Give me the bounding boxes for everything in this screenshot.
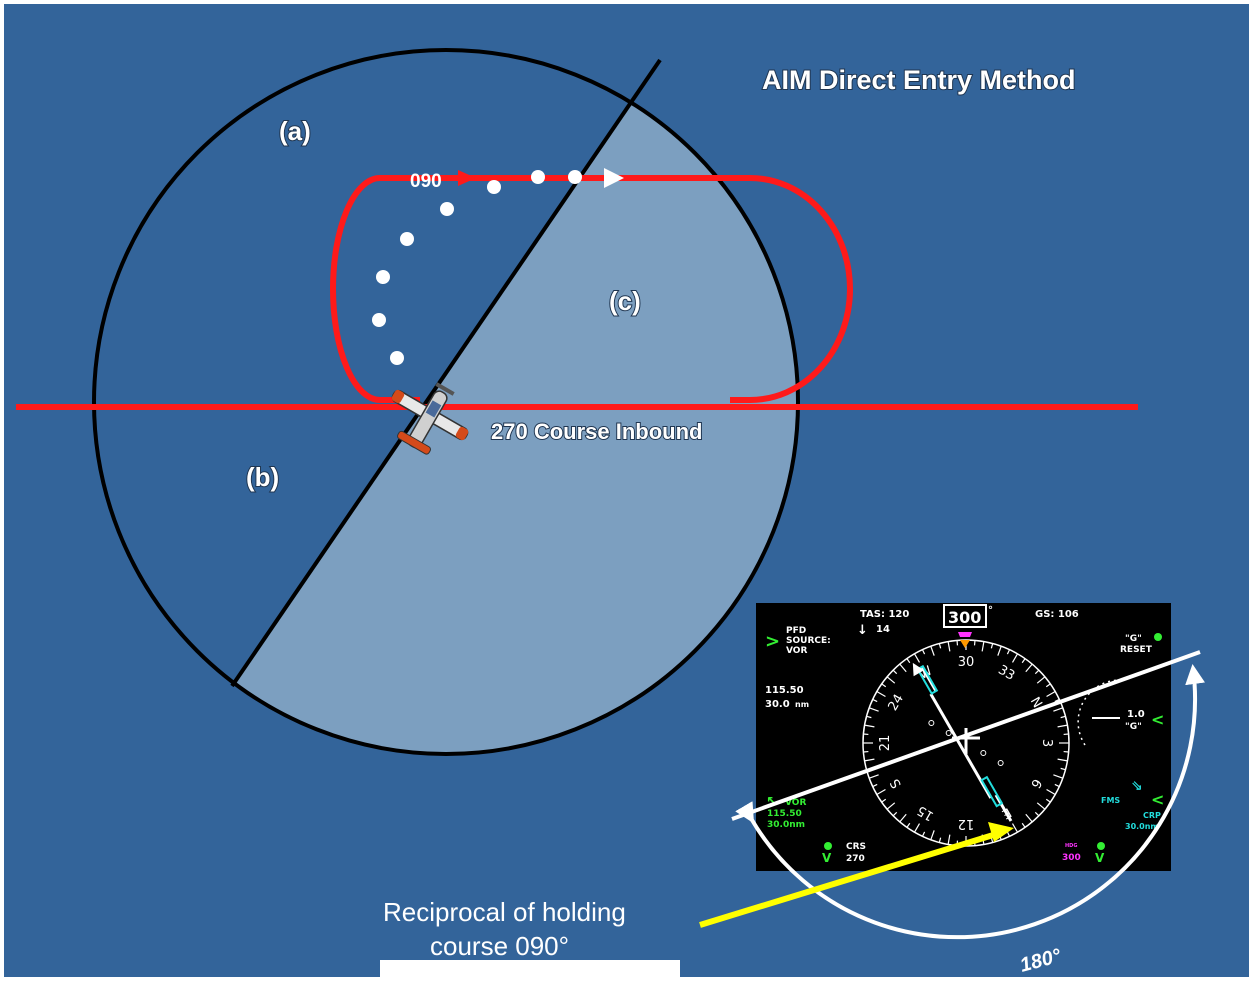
pfd-tas: TAS: 120 — [860, 609, 909, 620]
compass-tick — [906, 822, 911, 828]
pfd-heading-value: 300 — [948, 608, 981, 627]
pfd-g-chevron-icon: < — [1151, 710, 1164, 729]
pfd-crs-chevron-icon: V — [822, 851, 832, 865]
pfd-source-line3: VOR — [786, 646, 807, 656]
pfd-source-line2: SOURCE: — [786, 636, 831, 646]
pfd-bug-chevron-icon: V — [1095, 851, 1105, 865]
pfd-source-chevron-icon: > — [765, 631, 780, 652]
compass-tick — [906, 658, 911, 664]
pfd-fms-chevron-icon: < — [1151, 790, 1164, 809]
outbound-heading-label: 090 — [410, 171, 442, 192]
turn-dot — [400, 232, 414, 246]
reciprocal-pointer-head — [988, 822, 1014, 842]
reciprocal-arc — [735, 664, 1205, 940]
pfd-g-reset-dot — [1154, 633, 1162, 641]
region-a-label: (a) — [279, 116, 311, 146]
compass-tick — [1021, 658, 1026, 664]
compass-tick — [981, 641, 985, 652]
pfd-crp-label: CRP — [1143, 811, 1161, 820]
pfd-g-reset-line1: "G" — [1125, 634, 1142, 644]
pfd-g-reset-line2: RESET — [1120, 645, 1153, 655]
pfd-crs-value: 270 — [846, 854, 865, 864]
pfd-crp-dist: 30.0nm — [1125, 822, 1159, 831]
compass-label: 30 — [958, 655, 975, 670]
entry-sector-circle — [92, 48, 800, 756]
compass-tick — [1006, 831, 1011, 837]
diagram-title: AIM Direct Entry Method — [762, 65, 1076, 95]
compass-tick — [930, 830, 935, 840]
pfd-crs-dot — [824, 842, 832, 850]
region-b-label: (b) — [246, 462, 279, 492]
pfd-heading-box — [943, 604, 987, 628]
compass-tick — [1006, 649, 1011, 655]
compass-tick — [947, 834, 951, 845]
reciprocal-pointer-arrow — [699, 829, 1004, 928]
heading-arrow-icon — [458, 170, 476, 186]
pfd-gs: GS: 106 — [1035, 609, 1079, 620]
entry-turn-dots — [372, 170, 582, 365]
holding-pattern-racetrack — [330, 175, 853, 403]
compass-tick — [997, 646, 1002, 656]
pfd-vor-freq: 115.50 — [767, 809, 802, 819]
compass-tick — [921, 831, 926, 837]
pfd-dist-unit: nm — [795, 700, 809, 709]
compass-tick — [1021, 822, 1026, 828]
heading-index-icon — [960, 640, 970, 648]
pfd-g-value: 1.0 — [1127, 709, 1145, 720]
compass-tick — [913, 653, 921, 663]
compass-tick — [938, 837, 942, 843]
compass-label: 12 — [958, 816, 975, 831]
pfd-vs: 14 — [876, 624, 890, 635]
pfd-vor-dist: 30.0nm — [767, 820, 805, 830]
compass-tick — [938, 643, 942, 649]
turn-dot — [390, 351, 404, 365]
reciprocal-note-line2: course 090° — [430, 931, 569, 961]
compass-tick — [930, 646, 935, 656]
compass-tick — [1011, 823, 1019, 833]
airplane-icon — [391, 382, 469, 455]
turn-dot — [531, 170, 545, 184]
compass-tick — [947, 641, 951, 652]
turn-dot — [372, 313, 386, 327]
turn-dot — [487, 180, 501, 194]
turn-dot — [376, 270, 390, 284]
sector-divider-line — [230, 58, 662, 688]
compass-label: 3 — [1039, 739, 1054, 747]
pfd-crs-label: CRS — [846, 842, 866, 852]
compass-tick — [1011, 653, 1019, 663]
pfd-g-label: "G" — [1125, 722, 1142, 732]
compass-tick — [913, 823, 921, 833]
pfd-source-line1: PFD — [786, 626, 806, 636]
pfd-fms-label: FMS — [1101, 796, 1120, 805]
pfd-bug-dot — [1097, 842, 1105, 850]
compass-tick — [921, 649, 926, 655]
pfd-vs-arrow-icon: ↓ — [857, 623, 868, 638]
pfd-heading-deg: ° — [988, 605, 993, 616]
pfd-freq: 115.50 — [765, 685, 804, 696]
pfd-fms-needle-icon: ⇘ — [1131, 778, 1143, 794]
turn-dot — [440, 202, 454, 216]
turn-dot — [568, 170, 582, 184]
compass-tick — [990, 643, 994, 649]
pfd-bug-label: HDG — [1065, 843, 1077, 849]
pfd-dist: 30.0 — [765, 699, 790, 710]
pfd-bug-value: 300 — [1062, 853, 1081, 863]
compass-label: 21 — [878, 735, 893, 752]
reciprocal-note-line1: Reciprocal of holding — [383, 897, 626, 927]
inbound-course-label: 270 Course Inbound — [491, 419, 702, 444]
region-c-label: (c) — [609, 286, 641, 316]
bottom-crop-mask — [380, 960, 680, 981]
outbound-arrow-icon — [604, 168, 624, 188]
heading-bug-icon — [958, 632, 972, 637]
